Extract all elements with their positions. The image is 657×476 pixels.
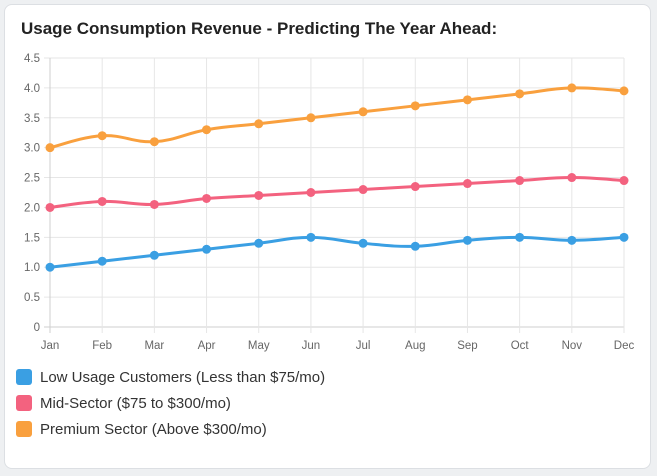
- x-tick-label: Nov: [562, 340, 583, 352]
- data-point[interactable]: [202, 125, 212, 135]
- data-point[interactable]: [149, 250, 159, 260]
- series-line: [49, 86, 625, 150]
- data-point[interactable]: [462, 95, 472, 105]
- legend-label: Low Usage Customers (Less than $75/mo): [40, 368, 326, 386]
- x-tick-label: Jan: [41, 340, 60, 352]
- series-line: [49, 176, 625, 209]
- data-point[interactable]: [358, 107, 368, 117]
- x-tick-label: Dec: [614, 340, 635, 352]
- series-line: [49, 235, 625, 269]
- legend-item-3[interactable]: Premium Sector (Above $300/mo): [16, 416, 325, 442]
- data-point[interactable]: [410, 101, 420, 111]
- data-point[interactable]: [149, 137, 159, 147]
- data-point[interactable]: [97, 131, 107, 141]
- legend-item-2[interactable]: Mid-Sector ($75 to $300/mo): [16, 390, 325, 416]
- y-tick-label: 4.0: [24, 83, 40, 95]
- y-tick-label: 0.5: [24, 292, 40, 304]
- x-tick-label: May: [248, 340, 270, 352]
- data-point[interactable]: [462, 235, 472, 245]
- data-point[interactable]: [358, 238, 368, 248]
- data-point[interactable]: [515, 176, 525, 186]
- x-tick-label: Sep: [457, 340, 477, 352]
- data-point[interactable]: [306, 232, 316, 242]
- chart-legend: Low Usage Customers (Less than $75/mo) Mi…: [16, 364, 325, 442]
- data-point[interactable]: [97, 256, 107, 266]
- x-tick-label: Mar: [144, 340, 164, 352]
- data-point[interactable]: [45, 143, 55, 153]
- x-axis-ticks: Jan Feb Mar Apr May Jun Jul Aug Sep Oct Nov Dec: [41, 340, 635, 352]
- data-point[interactable]: [45, 202, 55, 212]
- legend-swatch: [16, 395, 32, 411]
- x-tick-label: Feb: [92, 340, 112, 352]
- grid-lines: [44, 57, 625, 333]
- y-tick-label: 0: [34, 322, 40, 334]
- x-tick-label: Jun: [302, 340, 321, 352]
- data-point[interactable]: [462, 179, 472, 189]
- x-tick-label: Apr: [198, 340, 216, 352]
- y-tick-label: 1.5: [24, 232, 40, 244]
- y-tick-label: 2.5: [24, 173, 40, 185]
- data-point[interactable]: [202, 193, 212, 203]
- series-3: [45, 83, 629, 153]
- chart-title: Usage Consumption Revenue - Predicting T…: [21, 19, 498, 38]
- data-point[interactable]: [149, 199, 159, 209]
- y-tick-label: 1.0: [24, 262, 40, 274]
- legend-item-1[interactable]: Low Usage Customers (Less than $75/mo): [16, 364, 325, 390]
- legend-swatch: [16, 421, 32, 437]
- data-point[interactable]: [515, 232, 525, 242]
- data-point[interactable]: [567, 235, 577, 245]
- data-point[interactable]: [567, 173, 577, 183]
- series-1: [45, 232, 629, 272]
- y-tick-label: 2.0: [24, 202, 40, 214]
- x-tick-label: Oct: [511, 340, 530, 352]
- y-tick-label: 3.5: [24, 113, 40, 125]
- x-tick-label: Aug: [405, 340, 425, 352]
- data-point[interactable]: [45, 262, 55, 272]
- data-point[interactable]: [619, 86, 629, 96]
- legend-label: Mid-Sector ($75 to $300/mo): [40, 394, 231, 412]
- data-point[interactable]: [619, 176, 629, 186]
- data-point[interactable]: [306, 188, 316, 197]
- data-point[interactable]: [619, 232, 629, 242]
- series-2: [45, 173, 629, 212]
- data-point[interactable]: [410, 241, 420, 251]
- data-point[interactable]: [254, 190, 264, 200]
- chart-card: Usage Consumption Revenue - Predicting T…: [4, 4, 651, 469]
- legend-label: Premium Sector (Above $300/mo): [40, 420, 267, 438]
- data-point[interactable]: [306, 113, 316, 123]
- data-point[interactable]: [515, 89, 525, 99]
- x-tick-label: Jul: [356, 340, 371, 352]
- series-layer: [45, 83, 629, 272]
- data-point[interactable]: [254, 119, 264, 129]
- legend-swatch: [16, 369, 32, 385]
- data-point[interactable]: [567, 83, 577, 93]
- data-point[interactable]: [254, 238, 264, 248]
- data-point[interactable]: [410, 182, 420, 192]
- y-tick-label: 4.5: [24, 53, 40, 65]
- y-axis-ticks: 0 0.5 1.0 1.5 2.0 2.5 3.0 3.5 4.0 4.5: [24, 53, 40, 334]
- data-point[interactable]: [202, 244, 212, 254]
- data-point[interactable]: [358, 185, 368, 195]
- data-point[interactable]: [97, 196, 107, 206]
- y-tick-label: 3.0: [24, 143, 40, 155]
